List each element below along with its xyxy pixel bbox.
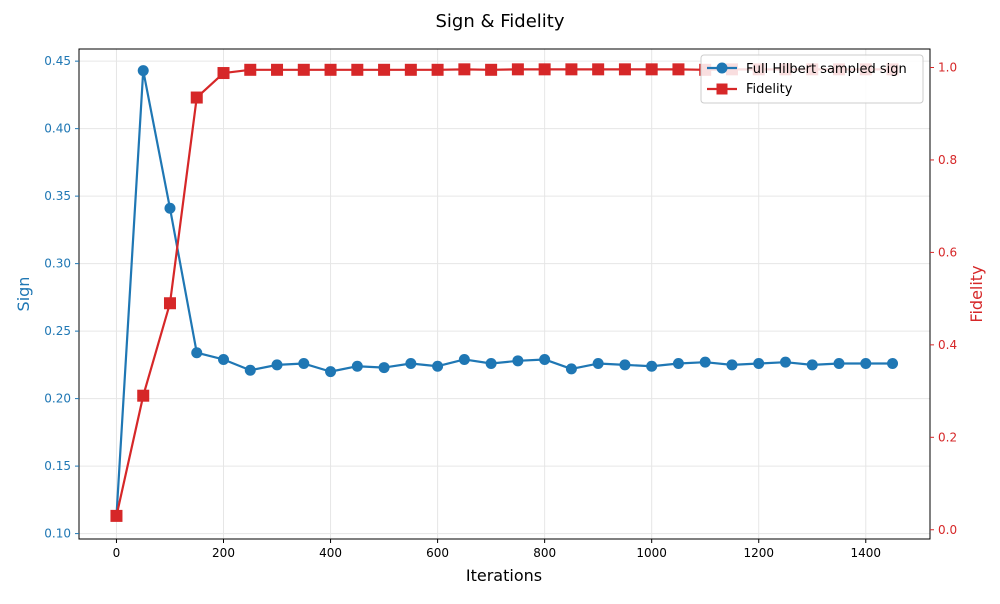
data-point: [592, 63, 605, 76]
x-tick-label: 1200: [743, 546, 774, 560]
y-left-tick-label: 0.30: [44, 257, 71, 271]
data-point: [833, 358, 845, 370]
data-point: [726, 359, 738, 371]
data-point: [565, 363, 577, 375]
data-point: [753, 358, 765, 370]
y-left-tick-label: 0.45: [44, 54, 71, 68]
data-point: [137, 65, 149, 77]
x-tick-label: 1000: [636, 546, 667, 560]
data-point: [619, 359, 631, 371]
data-point: [618, 63, 631, 76]
data-point: [191, 347, 203, 359]
data-point: [217, 67, 230, 80]
data-point: [485, 358, 497, 370]
data-point: [190, 91, 203, 104]
data-point: [645, 63, 658, 76]
data-point: [860, 358, 872, 370]
y-left-axis-title: Sign: [14, 277, 33, 312]
x-tick-label: 1400: [851, 546, 882, 560]
data-point: [378, 362, 390, 374]
x-tick-label: 0: [113, 546, 121, 560]
data-point: [324, 63, 337, 76]
data-point: [485, 63, 498, 76]
legend-fidelity-label: Fidelity: [746, 82, 793, 97]
y-left-tick-label: 0.10: [44, 527, 71, 541]
data-point: [646, 360, 658, 372]
data-point: [351, 63, 364, 76]
data-point: [271, 63, 284, 76]
data-point: [458, 63, 471, 76]
legend-sign-label: Full Hilbert sampled sign: [746, 62, 907, 77]
x-tick-label: 200: [212, 546, 235, 560]
data-point: [672, 358, 684, 370]
data-point: [699, 356, 711, 368]
y-left-tick-label: 0.35: [44, 189, 71, 203]
y-right-tick-label: 0.6: [938, 245, 957, 259]
x-tick-label: 600: [426, 546, 449, 560]
data-point: [325, 366, 337, 378]
y-left-tick-label: 0.20: [44, 392, 71, 406]
y-left-tick-label: 0.25: [44, 324, 71, 338]
y-right-axis-title: Fidelity: [967, 265, 986, 322]
y-right-tick-label: 0.0: [938, 523, 957, 537]
data-point: [244, 63, 257, 76]
data-point: [672, 63, 685, 76]
data-point: [110, 509, 123, 522]
grid-layer: [79, 49, 930, 539]
legend: Full Hilbert sampled sign Fidelity: [700, 54, 924, 104]
legend-sign-marker: [716, 62, 728, 74]
data-point: [404, 63, 417, 76]
y-right-tick-label: 0.8: [938, 153, 957, 167]
chart-title: Sign & Fidelity: [436, 11, 565, 32]
legend-fidelity-marker: [716, 83, 728, 95]
x-tick-label: 400: [319, 546, 342, 560]
data-point: [539, 353, 551, 365]
data-point: [806, 359, 818, 371]
data-point: [511, 63, 524, 76]
data-point: [378, 63, 391, 76]
y-right-tick-label: 0.2: [938, 430, 957, 444]
data-point: [405, 358, 417, 370]
plot-frame: [78, 48, 931, 540]
data-point: [592, 358, 604, 370]
series-sign: [110, 65, 899, 522]
y-right-tick-label: 1.0: [938, 60, 957, 74]
y-right-tick-label: 0.4: [938, 338, 957, 352]
data-point: [887, 358, 899, 370]
data-point: [458, 353, 470, 365]
axis-layer: 0 200 400 600 800 1000 1200 1400 0.10 0.15 0.20 0.2…: [44, 54, 957, 560]
data-point: [297, 63, 310, 76]
data-point: [137, 389, 150, 402]
y-left-tick-label: 0.40: [44, 122, 71, 136]
legend-box: [700, 54, 924, 104]
data-point: [218, 353, 230, 365]
data-point: [432, 360, 444, 372]
x-axis-title: Iterations: [466, 566, 542, 585]
x-tick-label: 800: [533, 546, 556, 560]
data-point: [244, 364, 256, 376]
data-point: [512, 355, 524, 367]
data-point: [565, 63, 578, 76]
data-point: [779, 356, 791, 368]
data-point: [298, 358, 310, 370]
data-point: [351, 360, 363, 372]
data-point: [163, 297, 176, 310]
y-left-tick-label: 0.15: [44, 459, 71, 473]
data-point: [271, 359, 283, 371]
data-point: [164, 202, 176, 214]
data-point: [538, 63, 551, 76]
data-point: [431, 63, 444, 76]
